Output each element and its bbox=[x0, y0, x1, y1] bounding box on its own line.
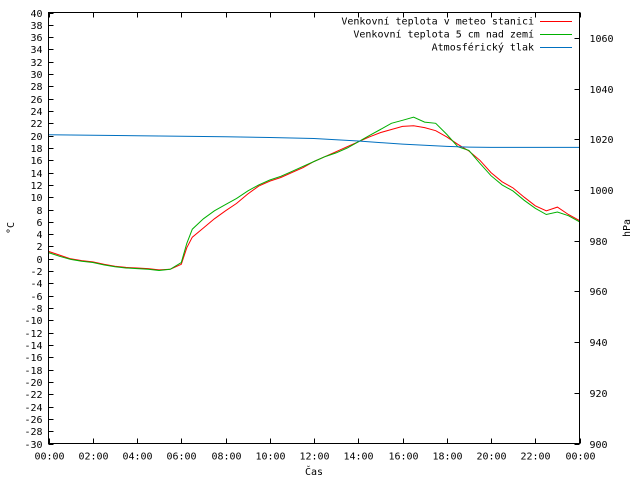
x-tick-label: 00:00 bbox=[34, 452, 64, 463]
x-tick-label: 08:00 bbox=[211, 452, 241, 463]
y-left-tick-label: 12 bbox=[30, 181, 42, 192]
axis-ticks bbox=[48, 12, 581, 445]
y-left-tick-label: -20 bbox=[24, 378, 42, 389]
x-tick-label: 04:00 bbox=[122, 452, 152, 463]
y-left-tick-label: -12 bbox=[24, 329, 42, 340]
data-series bbox=[48, 116, 580, 272]
y-right-tick-label: 900 bbox=[590, 440, 608, 451]
y-left-tick-label: 0 bbox=[36, 255, 42, 266]
x-tick-label: 00:00 bbox=[565, 452, 595, 463]
y-left-tick-label: -16 bbox=[24, 353, 42, 364]
legend: Venkovní teplota v meteo staniciVenkovní… bbox=[341, 16, 572, 54]
tick-labels: -30-28-26-24-22-20-18-16-14-12-10-8-6-4-… bbox=[24, 9, 613, 463]
y-right-tick-label: 960 bbox=[590, 287, 608, 298]
y-left-tick-label: -30 bbox=[24, 440, 42, 451]
y-left-tick-label: -24 bbox=[24, 403, 42, 414]
x-tick-label: 06:00 bbox=[166, 452, 196, 463]
y-left-tick-label: 10 bbox=[30, 193, 42, 204]
y-left-tick-label: 14 bbox=[30, 169, 42, 180]
y-left-tick-label: -6 bbox=[30, 292, 42, 303]
y-left-tick-label: -14 bbox=[24, 341, 42, 352]
x-tick-label: 02:00 bbox=[78, 452, 108, 463]
x-tick-label: 14:00 bbox=[343, 452, 373, 463]
y-right-tick-label: 1020 bbox=[590, 135, 614, 146]
y-right-tick-label: 1000 bbox=[590, 186, 614, 197]
legend-label-2: Venkovní teplota 5 cm nad zemí bbox=[353, 29, 534, 41]
series-line-1 bbox=[48, 125, 580, 271]
x-axis-label: Čas bbox=[305, 465, 323, 478]
y-left-tick-label: 4 bbox=[36, 230, 42, 241]
y-axis-label-left: °C bbox=[6, 222, 17, 234]
x-tick-label: 16:00 bbox=[388, 452, 418, 463]
x-tick-label: 20:00 bbox=[476, 452, 506, 463]
y-left-tick-label: -18 bbox=[24, 366, 42, 377]
legend-label-1: Venkovní teplota v meteo stanici bbox=[341, 16, 534, 28]
y-left-tick-label: 22 bbox=[30, 119, 42, 130]
y-axis-label-right: hPa bbox=[622, 219, 633, 237]
legend-label-3: Atmosférický tlak bbox=[432, 42, 534, 54]
x-tick-label: 22:00 bbox=[520, 452, 550, 463]
y-left-tick-label: 2 bbox=[36, 242, 42, 253]
y-left-tick-label: -2 bbox=[30, 267, 42, 278]
y-left-tick-label: -10 bbox=[24, 316, 42, 327]
y-left-tick-label: 20 bbox=[30, 132, 42, 143]
y-left-tick-label: -4 bbox=[30, 279, 42, 290]
y-left-tick-label: 36 bbox=[30, 33, 42, 44]
y-left-tick-label: -26 bbox=[24, 415, 42, 426]
y-left-tick-label: 8 bbox=[36, 206, 42, 217]
y-left-tick-label: 34 bbox=[30, 45, 42, 56]
y-right-tick-label: 980 bbox=[590, 237, 608, 248]
y-right-tick-label: 1040 bbox=[590, 85, 614, 96]
y-left-tick-label: 30 bbox=[30, 70, 42, 81]
series-line-2 bbox=[48, 116, 580, 272]
plot-frame bbox=[48, 12, 580, 444]
x-tick-label: 10:00 bbox=[255, 452, 285, 463]
y-left-tick-label: 26 bbox=[30, 95, 42, 106]
x-tick-label: 12:00 bbox=[299, 452, 329, 463]
y-left-tick-label: 24 bbox=[30, 107, 42, 118]
y-left-tick-label: -8 bbox=[30, 304, 42, 315]
y-left-tick-label: 18 bbox=[30, 144, 42, 155]
x-tick-label: 18:00 bbox=[432, 452, 462, 463]
y-right-tick-label: 920 bbox=[590, 389, 608, 400]
y-left-tick-label: -22 bbox=[24, 390, 42, 401]
y-right-tick-label: 940 bbox=[590, 338, 608, 349]
y-left-tick-label: 40 bbox=[30, 9, 42, 20]
y-right-tick-label: 1060 bbox=[590, 34, 614, 45]
y-left-tick-label: -28 bbox=[24, 427, 42, 438]
y-left-tick-label: 38 bbox=[30, 21, 42, 32]
y-left-tick-label: 28 bbox=[30, 82, 42, 93]
series-line-3 bbox=[48, 134, 580, 148]
y-left-tick-label: 16 bbox=[30, 156, 42, 167]
y-left-tick-label: 32 bbox=[30, 58, 42, 69]
y-left-tick-label: 6 bbox=[36, 218, 42, 229]
